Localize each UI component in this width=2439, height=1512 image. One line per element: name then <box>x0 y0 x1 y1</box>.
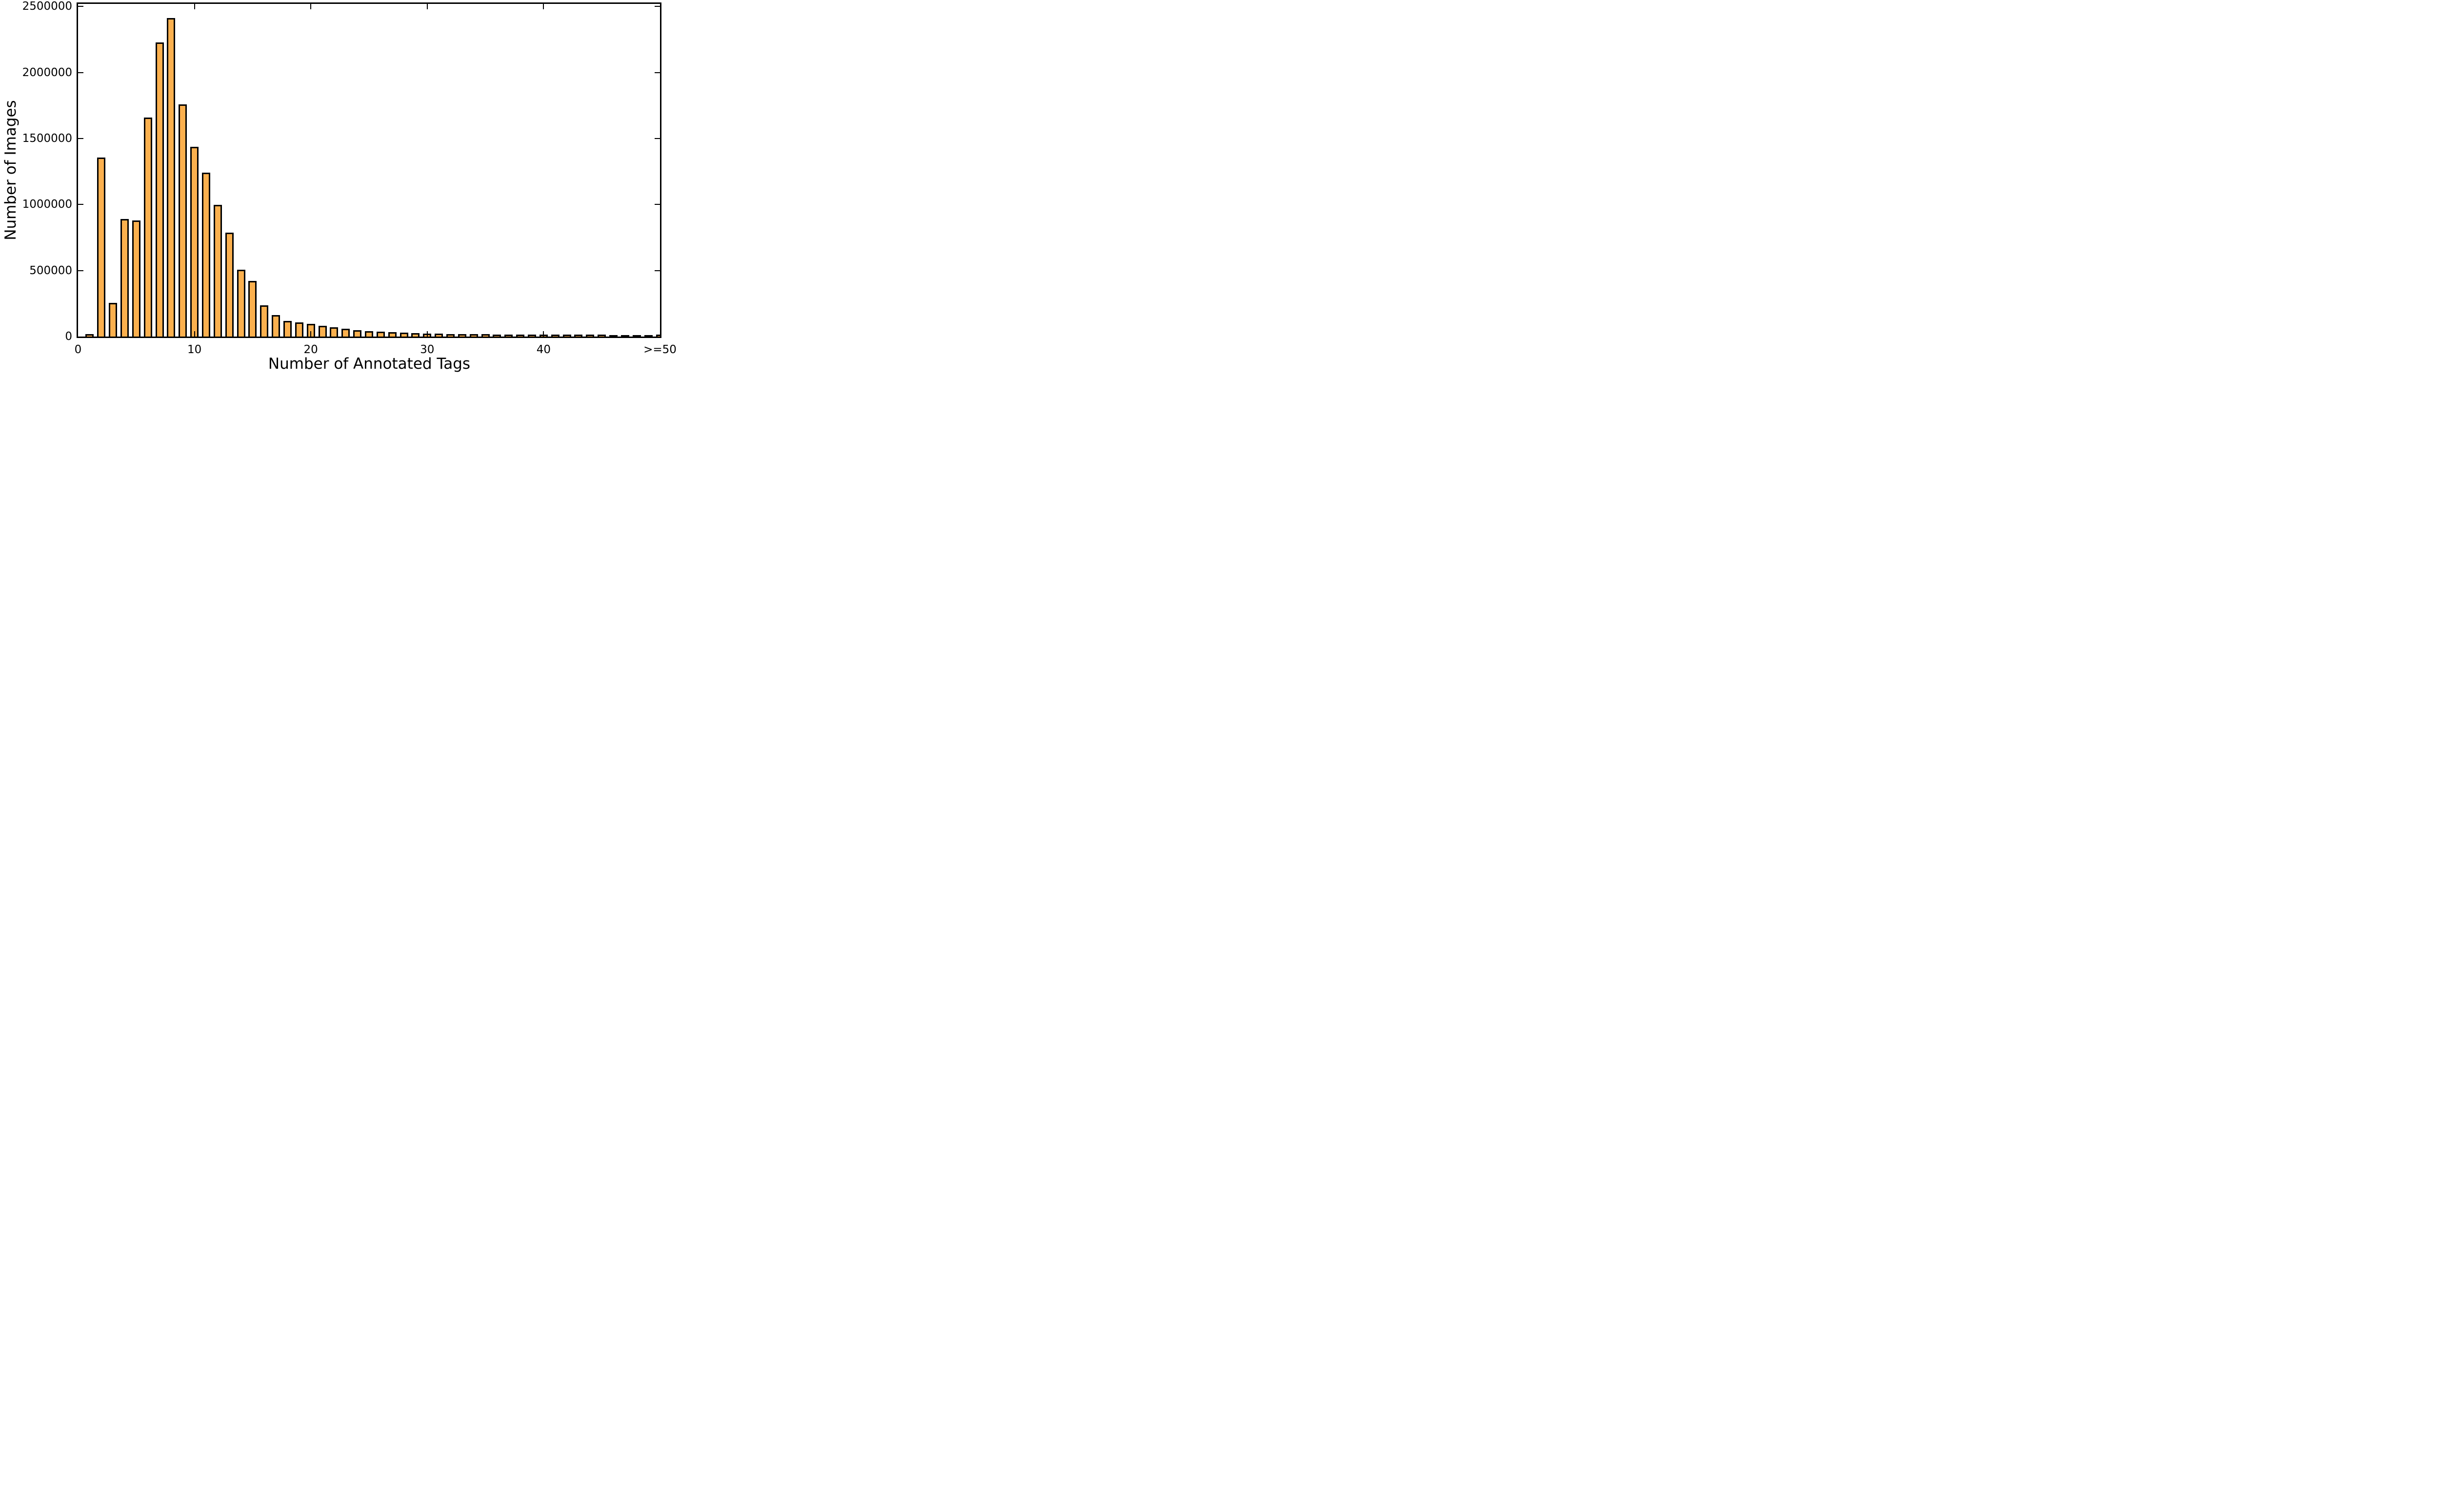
plot-area <box>77 2 661 338</box>
histogram-bar <box>85 334 94 337</box>
y-tick-label: 2500000 <box>22 0 72 13</box>
histogram-bar <box>201 172 210 337</box>
x-tick-label: 40 <box>536 343 551 356</box>
histogram-bar <box>155 42 164 337</box>
histogram-bar <box>632 335 641 337</box>
histogram-bar <box>446 334 455 337</box>
histogram-bar <box>528 334 537 337</box>
axis-tick <box>194 4 195 9</box>
axis-tick <box>78 6 83 7</box>
axis-tick <box>655 72 660 73</box>
histogram-bar <box>283 320 292 337</box>
histogram-bar <box>504 334 513 337</box>
histogram-bar <box>365 331 373 337</box>
axis-tick <box>78 204 83 205</box>
histogram-bar <box>388 332 397 337</box>
histogram-bar <box>260 305 269 337</box>
histogram-bar <box>213 204 222 337</box>
x-tick-label: 30 <box>420 343 435 356</box>
histogram-bar <box>248 280 257 337</box>
histogram-bar <box>167 18 176 337</box>
histogram-bar <box>551 335 560 337</box>
x-tick-label: 10 <box>187 343 202 356</box>
x-tick-label: 20 <box>303 343 318 356</box>
axis-tick <box>78 270 83 271</box>
histogram-bar <box>586 335 595 337</box>
figure: Number of Images 0 500000 1000000 1500000 20… <box>0 0 678 378</box>
histogram-bar <box>644 335 653 337</box>
axis-tick <box>310 4 312 9</box>
x-tick-label: >=50 <box>643 343 677 356</box>
histogram-bar <box>435 334 443 337</box>
histogram-bar <box>493 334 501 337</box>
histogram-bar <box>656 335 660 337</box>
histogram-bar <box>469 334 478 337</box>
bars-container <box>78 4 660 337</box>
axis-tick <box>78 138 83 139</box>
histogram-bar <box>353 330 362 337</box>
axis-tick <box>655 6 660 7</box>
y-tick-label: 1000000 <box>22 198 72 211</box>
histogram-bar <box>516 334 525 337</box>
axis-tick <box>655 270 660 271</box>
histogram-bar <box>306 324 315 337</box>
histogram-bar <box>609 335 618 337</box>
axis-tick <box>543 4 544 9</box>
histogram-bar <box>562 335 571 337</box>
y-tick-label: 500000 <box>29 264 72 277</box>
axis-tick <box>655 138 660 139</box>
y-tick-label: 1500000 <box>22 132 72 145</box>
y-tick-label: 2000000 <box>22 66 72 79</box>
histogram-bar <box>190 146 199 337</box>
histogram-bar <box>341 329 350 337</box>
histogram-bar <box>237 270 245 337</box>
histogram-bar <box>411 333 420 337</box>
axis-tick <box>426 4 428 9</box>
histogram-bar <box>318 326 327 337</box>
y-axis-title: Number of Images <box>2 100 20 240</box>
axis-tick <box>543 331 544 337</box>
histogram-bar <box>132 220 140 337</box>
histogram-bar <box>97 158 106 337</box>
x-axis-title: Number of Annotated Tags <box>268 355 471 373</box>
histogram-bar <box>598 335 606 337</box>
axis-tick <box>78 72 83 73</box>
axis-tick <box>310 331 312 337</box>
histogram-bar <box>620 335 629 337</box>
histogram-bar <box>143 118 152 337</box>
axis-tick <box>655 204 660 205</box>
histogram-bar <box>120 219 129 337</box>
histogram-bar <box>330 327 339 337</box>
histogram-bar <box>574 335 583 337</box>
axis-tick <box>426 331 428 337</box>
axis-tick <box>194 331 195 337</box>
y-tick-label: 0 <box>65 330 72 343</box>
histogram-bar <box>272 315 280 337</box>
histogram-bar <box>225 233 234 337</box>
histogram-bar <box>400 333 408 337</box>
histogram-bar <box>109 302 118 337</box>
histogram-bar <box>376 332 385 337</box>
x-tick-label: 0 <box>74 343 82 356</box>
histogram-bar <box>295 322 303 337</box>
histogram-bar <box>458 334 466 337</box>
histogram-bar <box>179 104 187 337</box>
histogram-bar <box>481 334 490 337</box>
